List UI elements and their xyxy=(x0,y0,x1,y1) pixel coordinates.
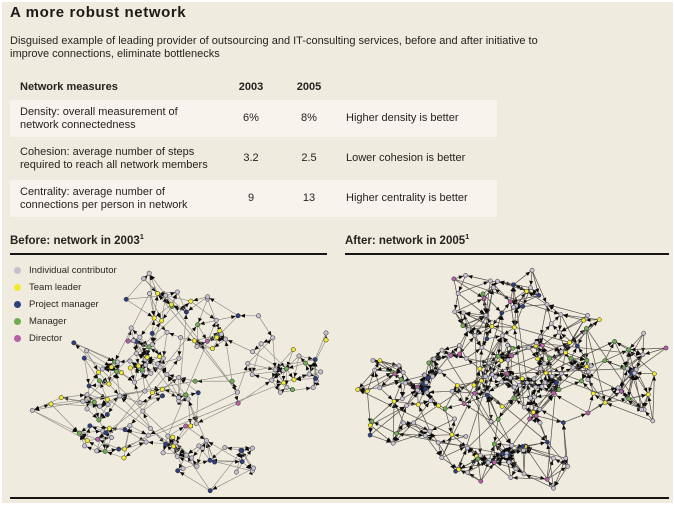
role-legend: Individual contributor Team leader Proje… xyxy=(14,262,117,347)
project-manager-dot-icon xyxy=(14,301,21,308)
legend-label: Team leader xyxy=(29,282,82,293)
table-header-row: Network measures 2003 2005 xyxy=(10,74,497,100)
measure-label: Density: overall measurement of network … xyxy=(20,106,178,131)
after-panel-title: After: network in 20051 xyxy=(345,232,669,255)
legend-label: Director xyxy=(29,333,63,344)
footnote-mark: 1 xyxy=(465,232,470,241)
value-2003: 9 xyxy=(247,192,255,205)
table-row-centrality: Centrality: average number of connection… xyxy=(10,180,497,217)
before-panel-label: Before: network in 2003 xyxy=(10,234,140,247)
table-row-density: Density: overall measurement of network … xyxy=(10,100,497,137)
page-title: A more robust network xyxy=(10,4,187,21)
before-network-diagram xyxy=(29,270,329,494)
after-panel-label: After: network in 2005 xyxy=(345,234,466,247)
table-row-cohesion: Cohesion: average number of steps requir… xyxy=(10,140,497,177)
legend-label: Individual contributor xyxy=(29,265,117,276)
measure-note: Higher centrality is better xyxy=(346,192,468,205)
after-network-diagram xyxy=(355,267,669,491)
legend-item-director: Director xyxy=(14,330,117,347)
table-header-measures: Network measures xyxy=(20,81,118,93)
legend-item-individual-contributor: Individual contributor xyxy=(14,262,117,279)
bottom-rule xyxy=(10,497,669,499)
value-2003: 6% xyxy=(243,112,259,125)
network-measures-table: Network measures 2003 2005 Density: over… xyxy=(10,74,497,220)
director-dot-icon xyxy=(14,335,21,342)
value-2005: 2.5 xyxy=(301,152,317,165)
before-panel-title: Before: network in 20031 xyxy=(10,232,327,255)
table-header-2005: 2005 xyxy=(296,81,322,93)
page-subtitle: Disguised example of leading provider of… xyxy=(10,35,538,60)
manager-dot-icon xyxy=(14,318,21,325)
measure-label: Centrality: average number of connection… xyxy=(20,186,188,211)
value-2005: 8% xyxy=(301,112,317,125)
legend-label: Manager xyxy=(29,316,67,327)
legend-item-project-manager: Project manager xyxy=(14,296,117,313)
legend-label: Project manager xyxy=(29,299,99,310)
individual-contributor-dot-icon xyxy=(14,267,21,274)
measure-note: Lower cohesion is better xyxy=(346,152,466,165)
legend-item-manager: Manager xyxy=(14,313,117,330)
measure-note: Higher density is better xyxy=(346,112,459,125)
value-2005: 13 xyxy=(302,192,316,205)
table-header-2003: 2003 xyxy=(238,81,264,93)
footnote-mark: 1 xyxy=(139,232,144,241)
legend-item-team-leader: Team leader xyxy=(14,279,117,296)
team-leader-dot-icon xyxy=(14,284,21,291)
value-2003: 3.2 xyxy=(243,152,259,165)
measure-label: Cohesion: average number of steps requir… xyxy=(20,146,208,171)
